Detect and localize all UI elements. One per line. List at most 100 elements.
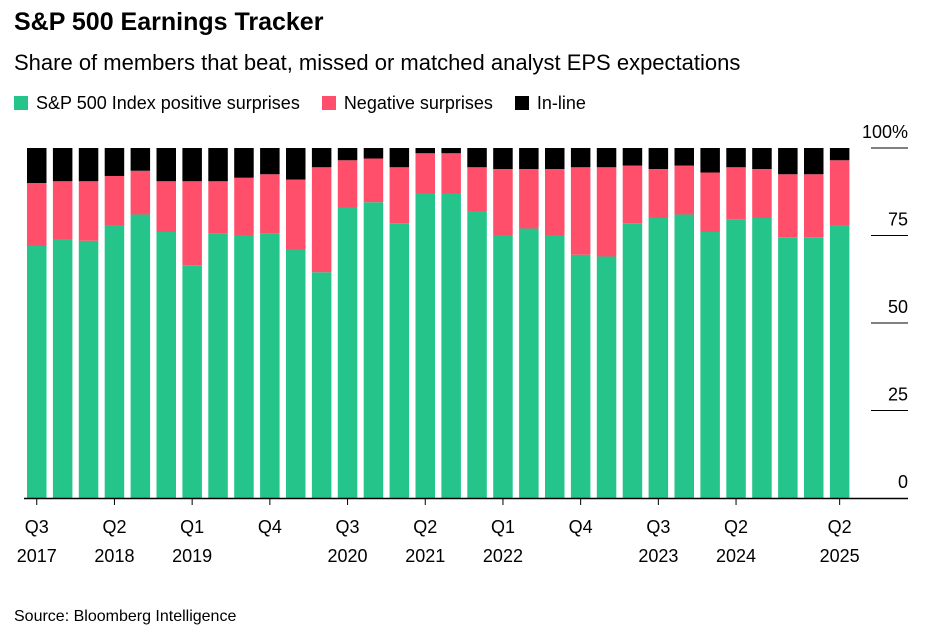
- bar-positive-12: [337, 207, 358, 498]
- bar-negative-9: [260, 174, 280, 234]
- bar-inline-31: [829, 148, 850, 161]
- legend-swatch-inline: [514, 96, 529, 110]
- legend-item-negative: Negative surprises: [321, 93, 493, 114]
- bar-positive-3: [104, 225, 125, 498]
- bar-positive-20: [545, 235, 565, 498]
- bar-negative-14: [389, 167, 410, 224]
- bar-negative-15: [415, 153, 435, 194]
- bar-positive-24: [648, 218, 669, 498]
- chart-legend: S&P 500 Index positive surprises Negativ…: [14, 91, 608, 115]
- bar-inline-21: [570, 148, 591, 168]
- x-tick-label-quarter-15: Q2: [413, 517, 437, 537]
- bar-positive-22: [596, 256, 617, 498]
- x-tick-label-year-27: 2024: [716, 546, 756, 566]
- bar-positive-16: [441, 193, 461, 498]
- legend-item-inline: In-line: [514, 92, 586, 114]
- bar-negative-0: [27, 183, 47, 246]
- bar-positive-18: [493, 235, 513, 498]
- bar-negative-18: [493, 169, 513, 236]
- x-tick-label-year-12: 2020: [328, 546, 368, 566]
- bar-inline-6: [182, 148, 202, 182]
- bar-positive-23: [622, 223, 643, 498]
- bar-inline-28: [752, 148, 772, 169]
- bar-negative-1: [52, 181, 73, 239]
- bar-inline-14: [389, 148, 410, 168]
- legend-label-positive: S&P 500 Index positive surprises: [36, 92, 300, 113]
- x-tick-label-quarter-9: Q4: [258, 517, 282, 537]
- bar-inline-4: [130, 148, 151, 171]
- bar-negative-19: [519, 169, 539, 229]
- legend-label-inline: In-line: [536, 92, 586, 113]
- x-tick-label-year-31: 2025: [820, 546, 860, 566]
- bar-inline-16: [441, 148, 461, 154]
- chart-subtitle: Share of members that beat, missed or ma…: [14, 50, 741, 75]
- bar-negative-26: [700, 172, 720, 232]
- legend-item-positive: S&P 500 Index positive surprises: [14, 93, 300, 114]
- bar-negative-22: [596, 167, 617, 257]
- bar-negative-6: [182, 181, 202, 266]
- bar-negative-2: [78, 181, 99, 241]
- bar-inline-18: [493, 148, 513, 169]
- bar-inline-0: [27, 148, 47, 183]
- x-tick-label-year-24: 2023: [638, 546, 678, 566]
- y-tick-label-50: 50: [888, 297, 908, 317]
- bar-inline-2: [78, 148, 99, 182]
- bar-positive-31: [829, 225, 850, 498]
- bar-negative-7: [208, 181, 228, 234]
- x-tick-label-quarter-0: Q3: [25, 517, 49, 537]
- x-tick-label-year-6: 2019: [172, 546, 212, 566]
- chart-title: S&P 500 Earnings Tracker: [14, 8, 324, 36]
- x-tick-label-quarter-12: Q3: [336, 517, 360, 537]
- bar-inline-19: [519, 148, 539, 169]
- bar-negative-3: [104, 176, 125, 225]
- bar-positive-21: [570, 254, 591, 498]
- bar-inline-26: [700, 148, 720, 173]
- bar-negative-5: [156, 181, 176, 232]
- bar-negative-8: [234, 177, 254, 236]
- legend-swatch-positive: [14, 96, 28, 110]
- bar-negative-4: [130, 170, 151, 215]
- x-tick-label-quarter-27: Q2: [724, 517, 748, 537]
- y-tick-label-75: 75: [888, 210, 908, 230]
- bar-positive-8: [234, 235, 254, 498]
- bar-negative-25: [674, 165, 694, 215]
- bar-inline-7: [208, 148, 228, 182]
- x-tick-label-quarter-31: Q2: [828, 517, 852, 537]
- bar-positive-28: [752, 218, 772, 498]
- bar-negative-12: [337, 160, 358, 208]
- bar-inline-12: [337, 148, 358, 161]
- bar-inline-24: [648, 148, 669, 169]
- bar-negative-31: [829, 160, 850, 225]
- bar-inline-22: [596, 148, 617, 168]
- bar-positive-6: [182, 265, 202, 498]
- bar-positive-17: [467, 211, 487, 498]
- bar-negative-30: [804, 174, 824, 238]
- bar-negative-24: [648, 169, 669, 218]
- bar-inline-8: [234, 148, 254, 178]
- x-tick-label-year-15: 2021: [405, 546, 445, 566]
- x-tick-label-year-3: 2018: [94, 546, 134, 566]
- bar-negative-20: [545, 169, 565, 236]
- bar-inline-1: [52, 148, 73, 182]
- bar-positive-0: [27, 246, 47, 498]
- source-note: Source: Bloomberg Intelligence: [14, 608, 237, 625]
- bar-positive-2: [78, 240, 99, 498]
- bar-inline-23: [622, 148, 643, 166]
- bar-negative-10: [286, 179, 306, 250]
- bar-negative-17: [467, 167, 487, 211]
- x-tick-label-quarter-24: Q3: [646, 517, 670, 537]
- bar-inline-15: [415, 148, 435, 154]
- bar-positive-26: [700, 232, 720, 498]
- bar-inline-20: [545, 148, 565, 169]
- bar-negative-21: [570, 167, 591, 255]
- bar-inline-25: [674, 148, 694, 166]
- bar-inline-30: [804, 148, 824, 175]
- y-tick-label-0: 0: [898, 472, 908, 492]
- bar-inline-27: [726, 148, 746, 168]
- x-tick-label-quarter-3: Q2: [102, 517, 126, 537]
- bar-inline-9: [260, 148, 280, 175]
- bar-negative-13: [363, 158, 384, 203]
- bar-negative-29: [778, 174, 798, 238]
- bar-positive-11: [311, 272, 332, 498]
